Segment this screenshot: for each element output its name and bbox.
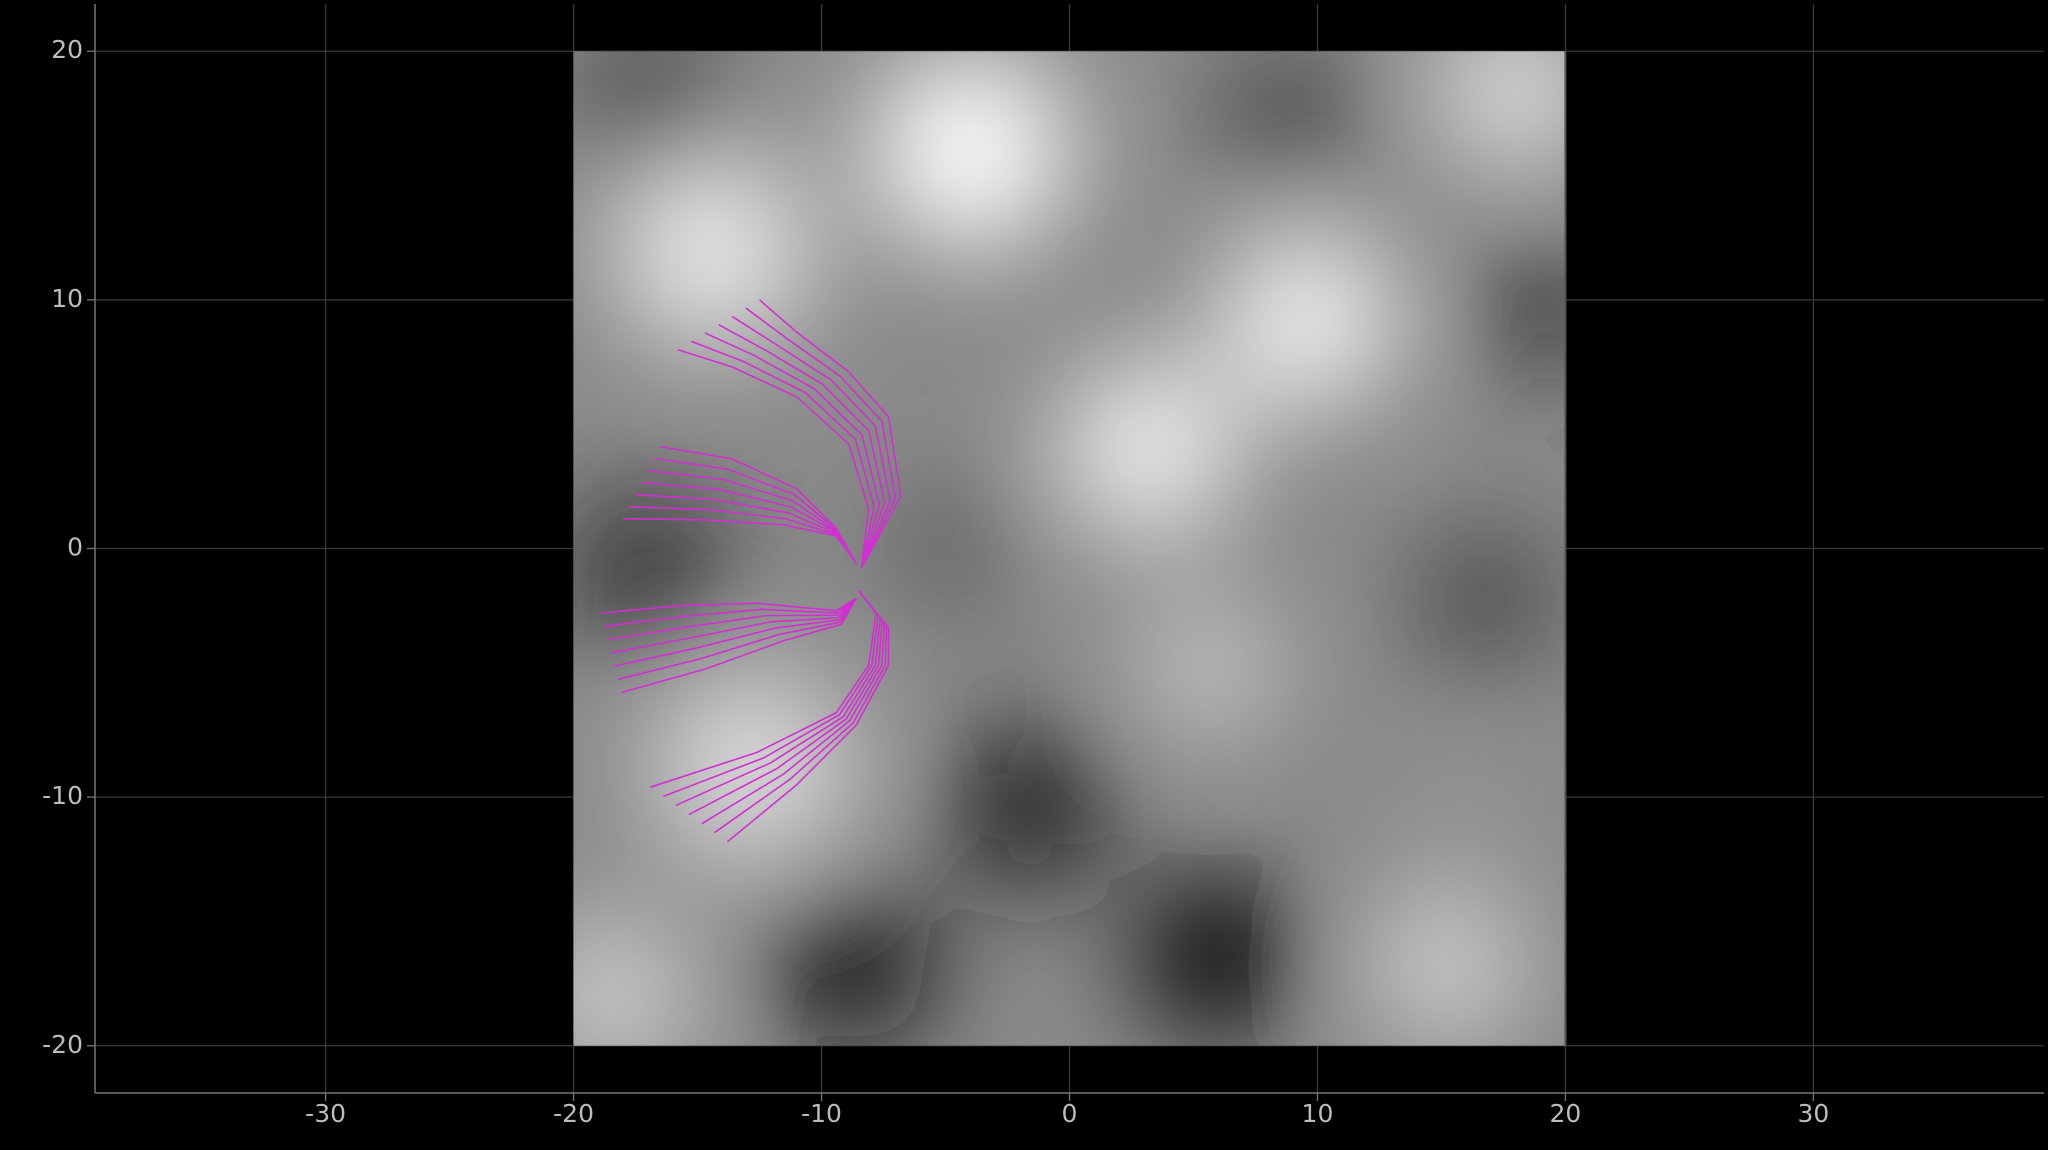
heatmap-blob [573,916,693,1046]
trajectory-line [691,340,875,569]
heatmap-image [573,51,1566,1046]
trajectory-line [600,597,857,614]
y-tick-label: 0 [67,533,83,562]
heatmap-blob [950,727,1110,887]
x-tick-label: 0 [1062,1099,1078,1128]
heatmap-blobs [573,51,1566,1046]
heatmap-blob [1416,528,1556,668]
heatmap-blob [1138,876,1298,1036]
heatmap-blob [1486,250,1566,370]
y-tick-label: -10 [42,781,83,810]
y-tick-label: 10 [51,284,83,313]
trajectory-line [726,590,890,843]
x-tick-label: 20 [1550,1099,1582,1128]
heatmap-blob [1059,359,1239,539]
heatmap-blob [1138,598,1278,738]
heatmap-blob [871,51,1070,250]
trajectory-line [660,445,857,564]
heatmap-blob [652,668,852,867]
x-tick-label: -20 [553,1099,594,1128]
x-tick-label: 10 [1302,1099,1334,1128]
heatmap-blob [890,488,1010,609]
heatmap-blob [1218,230,1397,410]
heatmap-blob [771,886,931,1046]
trajectory-line [617,597,857,681]
trajectory-line [603,597,857,628]
x-tick-label: -10 [801,1099,842,1128]
trajectory-line [677,348,870,569]
trajectory-line [731,315,892,569]
heatmap-blob [1416,747,1516,847]
y-tick-label: -20 [42,1030,83,1059]
trajectory-line [745,307,897,569]
trajectory-line [759,299,902,569]
trajectory-line [607,597,857,641]
y-tick-label: 20 [51,35,83,64]
heatmap-blob [573,489,723,648]
x-tick-label: -30 [305,1099,346,1128]
trajectory-line [704,332,881,569]
heatmap-blob [613,150,812,350]
trajectory-line [718,324,886,569]
heatmap-blob [583,51,723,171]
heatmap-blob [1436,51,1566,171]
heatmap-blob [1218,51,1358,181]
trajectory-line [613,597,857,667]
trajectory-line [620,597,857,694]
heatmap-blob [1367,886,1526,1046]
x-tick-label: 30 [1797,1099,1829,1128]
trajectory-line [610,597,857,654]
